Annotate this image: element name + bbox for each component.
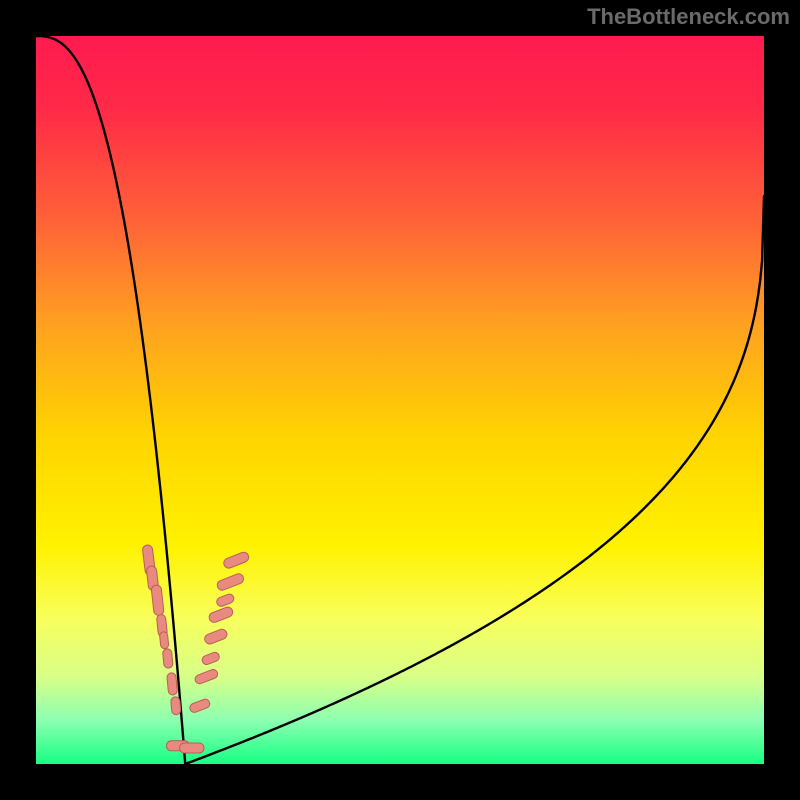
data-point-marker	[221, 599, 229, 602]
data-point-marker	[175, 701, 176, 710]
chart-root: TheBottleneck.com	[0, 0, 800, 800]
data-point-marker	[222, 579, 238, 585]
data-point-marker	[194, 704, 205, 708]
gradient-background	[36, 36, 764, 764]
data-point-marker	[200, 674, 214, 679]
bottleneck-chart-svg	[0, 0, 800, 800]
data-point-marker	[161, 619, 162, 632]
data-point-marker	[214, 612, 228, 617]
watermark-label: TheBottleneck.com	[587, 4, 790, 30]
data-point-marker	[229, 557, 244, 563]
data-point-marker	[164, 636, 165, 645]
data-point-marker	[210, 634, 222, 639]
data-point-marker	[156, 590, 158, 610]
data-point-marker	[207, 657, 215, 660]
data-point-marker	[172, 677, 173, 690]
data-point-marker	[167, 653, 168, 663]
data-point-marker	[152, 571, 154, 585]
